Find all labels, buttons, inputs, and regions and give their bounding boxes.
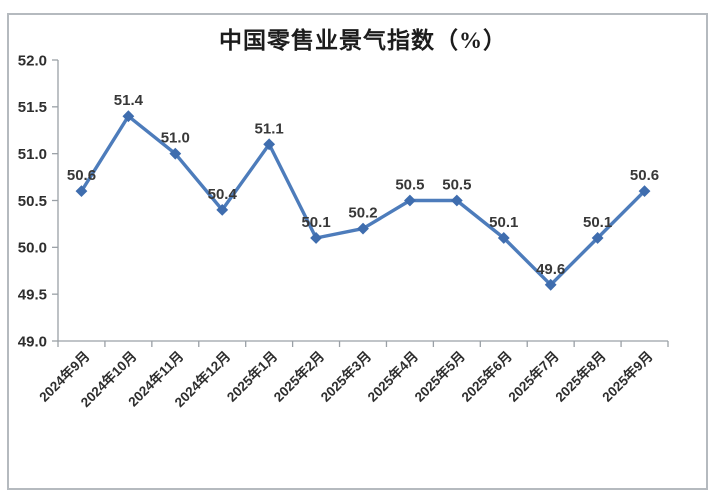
data-point-label: 50.5	[442, 177, 471, 194]
data-point-label: 50.1	[301, 214, 330, 231]
data-point-marker	[357, 222, 369, 235]
data-point-label: 49.6	[536, 261, 565, 278]
chart-title: 中国零售业景气指数（%）	[219, 28, 507, 53]
data-point-marker	[75, 185, 88, 198]
data-point-marker	[638, 185, 651, 198]
data-point-label: 50.1	[489, 214, 518, 231]
y-axis-tick-label: 51.0	[18, 146, 47, 163]
data-point-label: 50.5	[395, 177, 424, 194]
chart-border-frame	[7, 13, 708, 490]
data-point-marker	[497, 232, 510, 244]
data-point-label: 50.6	[67, 167, 96, 184]
data-point-label: 51.0	[161, 130, 190, 147]
data-point-label: 51.4	[114, 92, 144, 109]
data-point-marker	[169, 147, 182, 160]
data-point-marker	[404, 194, 416, 207]
y-axis-tick-label: 49.0	[18, 333, 47, 350]
data-point-label: 50.6	[630, 167, 659, 184]
y-axis-tick-label: 49.5	[18, 286, 47, 303]
data-point-marker	[450, 194, 463, 207]
data-point-label: 51.1	[255, 120, 284, 137]
data-point-label: 50.2	[348, 205, 377, 222]
data-point-marker	[122, 110, 135, 123]
data-point-marker	[591, 232, 604, 244]
data-point-marker	[310, 232, 322, 244]
data-point-marker	[216, 203, 229, 216]
y-axis-tick-label: 50.0	[18, 240, 47, 257]
x-axis-tick-label: 2025年9月	[599, 348, 656, 405]
data-point-marker	[263, 138, 276, 151]
data-point-marker	[544, 278, 557, 291]
y-axis-tick-label: 52.0	[18, 52, 47, 69]
y-axis-tick-label: 50.5	[18, 193, 47, 210]
data-point-label: 50.4	[208, 186, 238, 203]
data-point-label: 50.1	[583, 214, 612, 231]
y-axis-tick-label: 51.5	[18, 99, 47, 116]
